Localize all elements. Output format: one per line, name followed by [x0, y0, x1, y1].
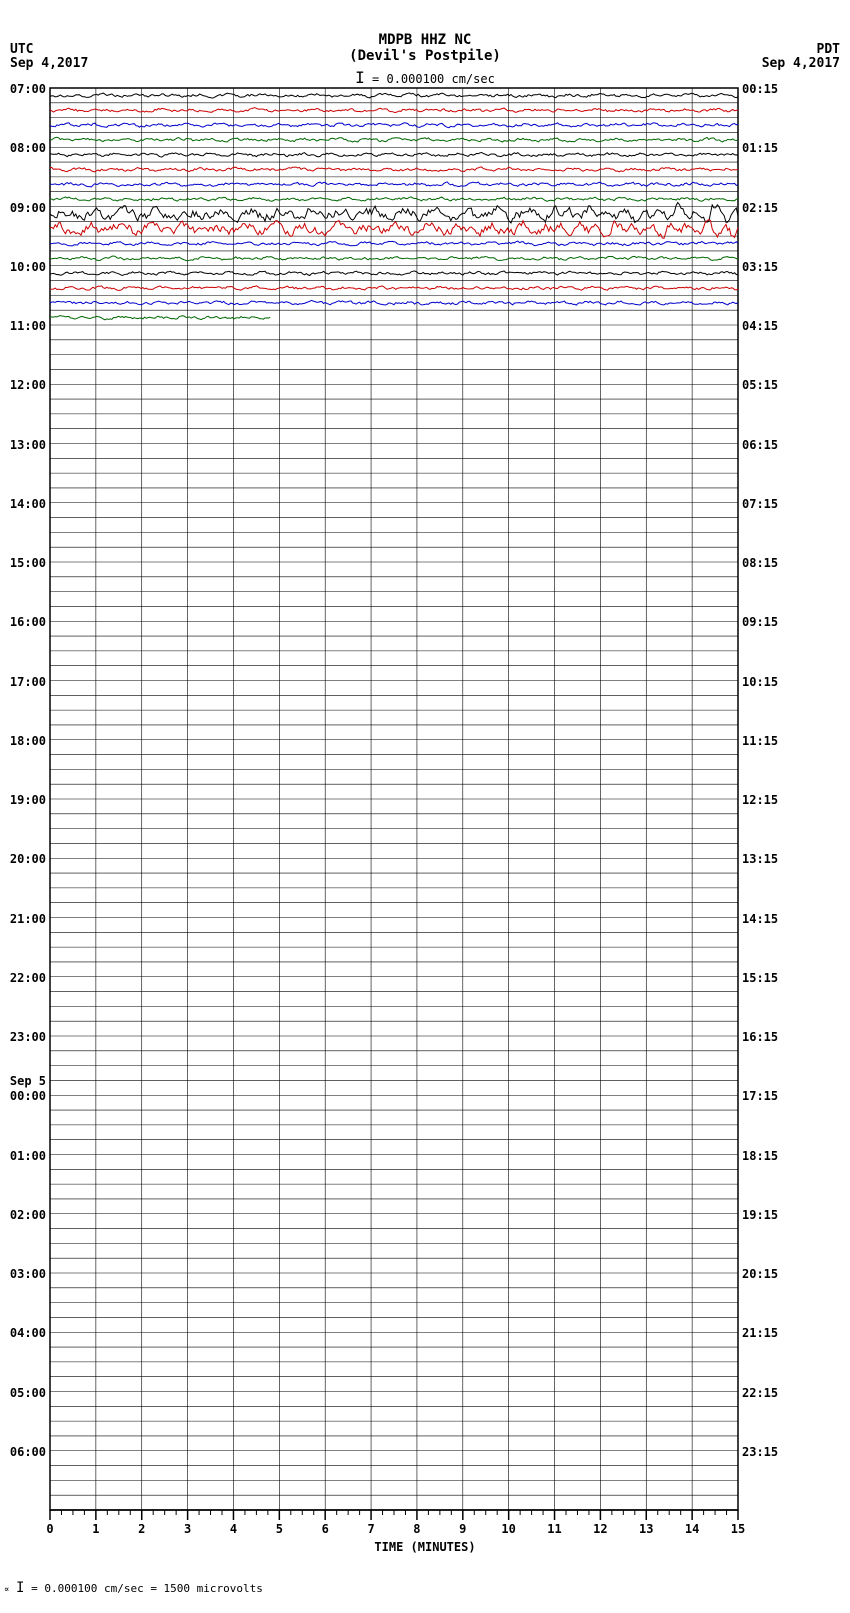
right-time-label: 00:15 [742, 82, 778, 96]
left-time-label: 19:00 [4, 793, 46, 807]
right-time-label: 16:15 [742, 1030, 778, 1044]
x-axis-title: TIME (MINUTES) [0, 1540, 850, 1554]
x-tick-label: 12 [593, 1522, 607, 1536]
left-time-label: 11:00 [4, 319, 46, 333]
seismogram-plot [0, 0, 850, 1613]
right-time-label: 05:15 [742, 378, 778, 392]
left-time-label: 02:00 [4, 1208, 46, 1222]
left-time-label: 17:00 [4, 675, 46, 689]
left-time-label: 22:00 [4, 971, 46, 985]
x-tick-label: 1 [92, 1522, 99, 1536]
x-tick-label: 8 [413, 1522, 420, 1536]
right-time-label: 06:15 [742, 438, 778, 452]
left-time-label: 23:00 [4, 1030, 46, 1044]
left-time-label: 05:00 [4, 1386, 46, 1400]
left-time-label: 09:00 [4, 201, 46, 215]
right-time-label: 12:15 [742, 793, 778, 807]
footer-scale: ∝ I = 0.000100 cm/sec = 1500 microvolts [4, 1580, 263, 1596]
x-tick-label: 10 [501, 1522, 515, 1536]
left-time-label: 21:00 [4, 912, 46, 926]
x-tick-label: 0 [46, 1522, 53, 1536]
right-time-label: 10:15 [742, 675, 778, 689]
left-time-label: 00:00 [4, 1089, 46, 1103]
left-time-label: 04:00 [4, 1326, 46, 1340]
right-time-label: 02:15 [742, 201, 778, 215]
left-time-label: 07:00 [4, 82, 46, 96]
right-time-label: 08:15 [742, 556, 778, 570]
left-time-label: 10:00 [4, 260, 46, 274]
x-tick-label: 11 [547, 1522, 561, 1536]
left-time-label: Sep 5 [4, 1074, 46, 1088]
x-tick-label: 13 [639, 1522, 653, 1536]
right-time-label: 23:15 [742, 1445, 778, 1459]
left-time-label: 08:00 [4, 141, 46, 155]
right-time-label: 19:15 [742, 1208, 778, 1222]
right-time-label: 15:15 [742, 971, 778, 985]
x-tick-label: 9 [459, 1522, 466, 1536]
left-time-label: 18:00 [4, 734, 46, 748]
x-tick-label: 14 [685, 1522, 699, 1536]
left-time-label: 12:00 [4, 378, 46, 392]
right-time-label: 07:15 [742, 497, 778, 511]
right-time-label: 11:15 [742, 734, 778, 748]
left-time-label: 01:00 [4, 1149, 46, 1163]
right-time-label: 13:15 [742, 852, 778, 866]
right-time-label: 03:15 [742, 260, 778, 274]
right-time-label: 17:15 [742, 1089, 778, 1103]
left-time-label: 06:00 [4, 1445, 46, 1459]
x-tick-label: 5 [276, 1522, 283, 1536]
right-time-label: 21:15 [742, 1326, 778, 1340]
left-time-label: 13:00 [4, 438, 46, 452]
x-tick-label: 15 [731, 1522, 745, 1536]
right-time-label: 09:15 [742, 615, 778, 629]
x-tick-label: 4 [230, 1522, 237, 1536]
right-time-label: 01:15 [742, 141, 778, 155]
right-time-label: 14:15 [742, 912, 778, 926]
left-time-label: 15:00 [4, 556, 46, 570]
right-time-label: 18:15 [742, 1149, 778, 1163]
x-tick-label: 7 [367, 1522, 374, 1536]
right-time-label: 20:15 [742, 1267, 778, 1281]
left-time-label: 16:00 [4, 615, 46, 629]
left-time-label: 20:00 [4, 852, 46, 866]
right-time-label: 04:15 [742, 319, 778, 333]
x-tick-label: 6 [322, 1522, 329, 1536]
seismogram-container: MDPB HHZ NC (Devil's Postpile) I = 0.000… [0, 0, 850, 1613]
x-tick-label: 3 [184, 1522, 191, 1536]
left-time-label: 03:00 [4, 1267, 46, 1281]
x-tick-label: 2 [138, 1522, 145, 1536]
left-time-label: 14:00 [4, 497, 46, 511]
right-time-label: 22:15 [742, 1386, 778, 1400]
